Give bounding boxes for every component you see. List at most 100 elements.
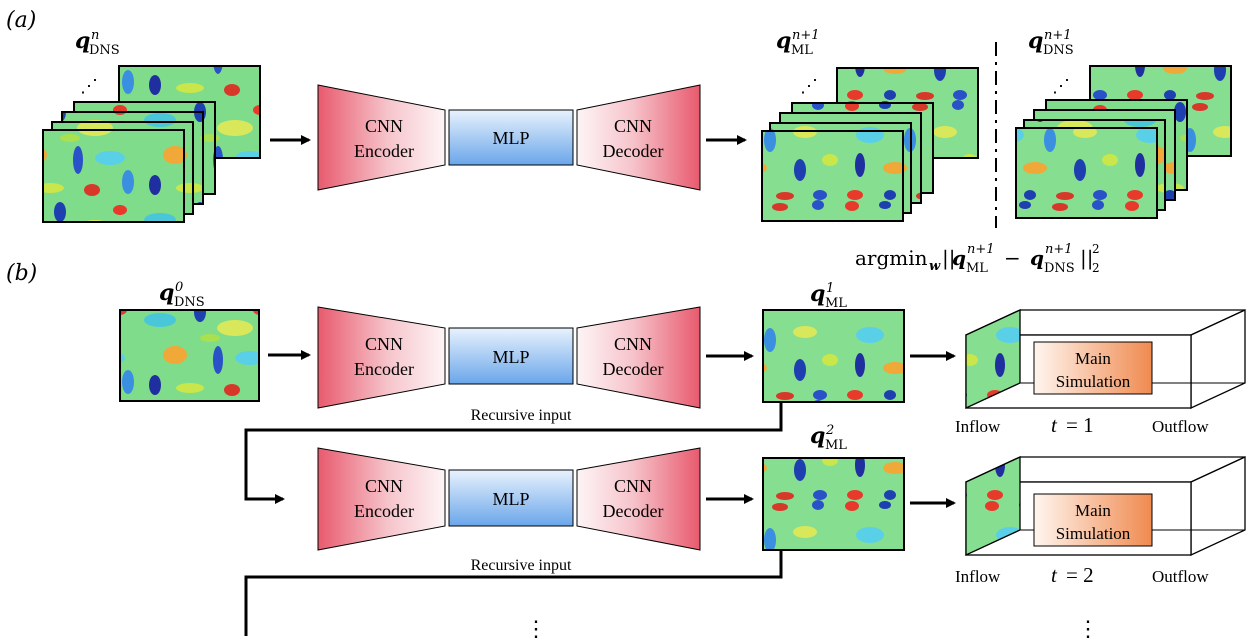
symbol-sup: n [91,28,99,43]
loss-sup: 2 [1092,242,1100,256]
symbol-q: q [776,28,791,54]
main-simulation-box [1033,341,1153,395]
input-field-stack: ⋰ [42,65,261,223]
symbol-q: q [810,423,825,449]
loss-argmin-sub: w [929,259,941,274]
network-a: CNN Encoder MLP CNN Decoder [317,84,701,191]
time-var-1: t [1051,413,1058,437]
mlp-block [448,109,574,166]
encoder-label-2: Encoder [354,141,414,161]
cnn-encoder [317,306,446,409]
symbol-sup: 1 [826,281,834,296]
stack-dots: ⋰ [800,76,818,97]
symbol-sub: ML [825,296,847,311]
loss-close: || [1080,246,1093,271]
symbol-sub: DNS [89,43,120,58]
time-eq-2: = 2 [1066,563,1094,587]
input-symbol-a: q n DNS [75,28,120,58]
mlp-label: MLP [492,347,529,367]
inflow-label-1: Inflow [955,417,1001,436]
time-eq-1: = 1 [1066,413,1094,437]
ml-symbol-row-2: q 2 ML [810,423,847,453]
loss-q2: q [1030,246,1044,270]
mlp-label: MLP [492,489,529,509]
sim-label-1: Main [1075,501,1111,520]
inflow-label-2: Inflow [955,567,1001,586]
loss-argmin: argmin [855,246,928,270]
loss-q1-sub: ML [966,261,988,276]
symbol-sub: ML [791,43,813,58]
symbol-sup: 0 [175,280,183,295]
main-simulation-box [1033,493,1153,547]
symbol-q: q [75,28,90,54]
loss-expression: argmin w || q n+1 ML − q n+1 DNS || 2 2 [855,242,1100,276]
input-field-b [119,309,260,402]
cnn-decoder [576,306,701,409]
mlp-label: MLP [492,128,529,148]
symbol-q: q [810,281,825,307]
cnn-decoder [576,84,701,191]
loss-q1-sup: n+1 [967,242,995,257]
input-symbol-b: q 0 DNS [159,280,205,310]
symbol-sup: 2 [825,423,834,438]
simulation-domain-1: Main Simulation [965,308,1246,410]
cnn-decoder [576,447,701,551]
symbol-sup: n+1 [792,28,820,43]
loss-sub: 2 [1092,261,1100,275]
decoder-label-1: CNN [614,334,652,354]
encoder-label-1: CNN [365,116,403,136]
recursive-connector-1 [244,402,783,504]
mlp-block [448,327,574,385]
time-var-2: t [1051,563,1058,587]
encoder-label-1: CNN [365,334,403,354]
encoder-label-2: Encoder [354,501,414,521]
dns-symbol-a: q n+1 DNS [1028,28,1074,58]
panel-a-label: (a) [6,8,36,33]
cnn-encoder [317,84,446,191]
stack-dots: ⋰ [80,76,98,97]
inflow-plane [965,308,1021,410]
symbol-sup: n+1 [1044,28,1072,43]
ml-output-field-2 [762,457,905,551]
stack-dots: ⋰ [1052,76,1070,97]
loss-open: || [942,246,955,271]
loss-q1: q [952,246,966,270]
encoder-label-2: Encoder [354,359,414,379]
dns-target-stack: ⋰ [1015,65,1232,219]
sim-label-1: Main [1075,349,1111,368]
decoder-label-1: CNN [614,116,652,136]
mlp-block [448,469,574,527]
network-row-2: CNN Encoder MLP CNN Decoder [317,447,701,551]
continuation-dots-right: ⋮ [1077,617,1099,642]
field-frame [761,130,904,222]
loss-q2-sub: DNS [1044,261,1075,276]
simulation-domain-2: Main Simulation [965,455,1246,557]
sim-label-2: Simulation [1056,372,1131,391]
symbol-q: q [1028,28,1043,54]
ml-symbol-a: q n+1 ML [776,28,820,58]
network-row-1: CNN Encoder MLP CNN Decoder [317,306,701,409]
loss-q2-sup: n+1 [1045,242,1073,257]
ml-output-field-1 [762,309,905,403]
sim-label-2: Simulation [1056,524,1131,543]
symbol-sub: DNS [1043,43,1074,58]
field-frame [1015,127,1158,219]
panel-b-label: (b) [6,261,37,286]
recursive-connector-2 [244,550,783,636]
inflow-plane [965,455,1021,557]
continuation-dots-center: ⋮ [525,617,547,642]
outflow-label-1: Outflow [1152,417,1209,436]
recursive-label-1: Recursive input [471,407,572,424]
ml-symbol-row-1: q 1 ML [810,281,847,311]
field-frame [42,129,185,223]
cnn-encoder [317,447,446,551]
decoder-label-2: Decoder [603,359,664,379]
decoder-label-2: Decoder [603,501,664,521]
symbol-q: q [159,280,174,306]
decoder-label-2: Decoder [603,141,664,161]
symbol-sub: DNS [174,295,205,310]
symbol-sub: ML [825,438,847,453]
decoder-label-1: CNN [614,476,652,496]
outflow-label-2: Outflow [1152,567,1209,586]
